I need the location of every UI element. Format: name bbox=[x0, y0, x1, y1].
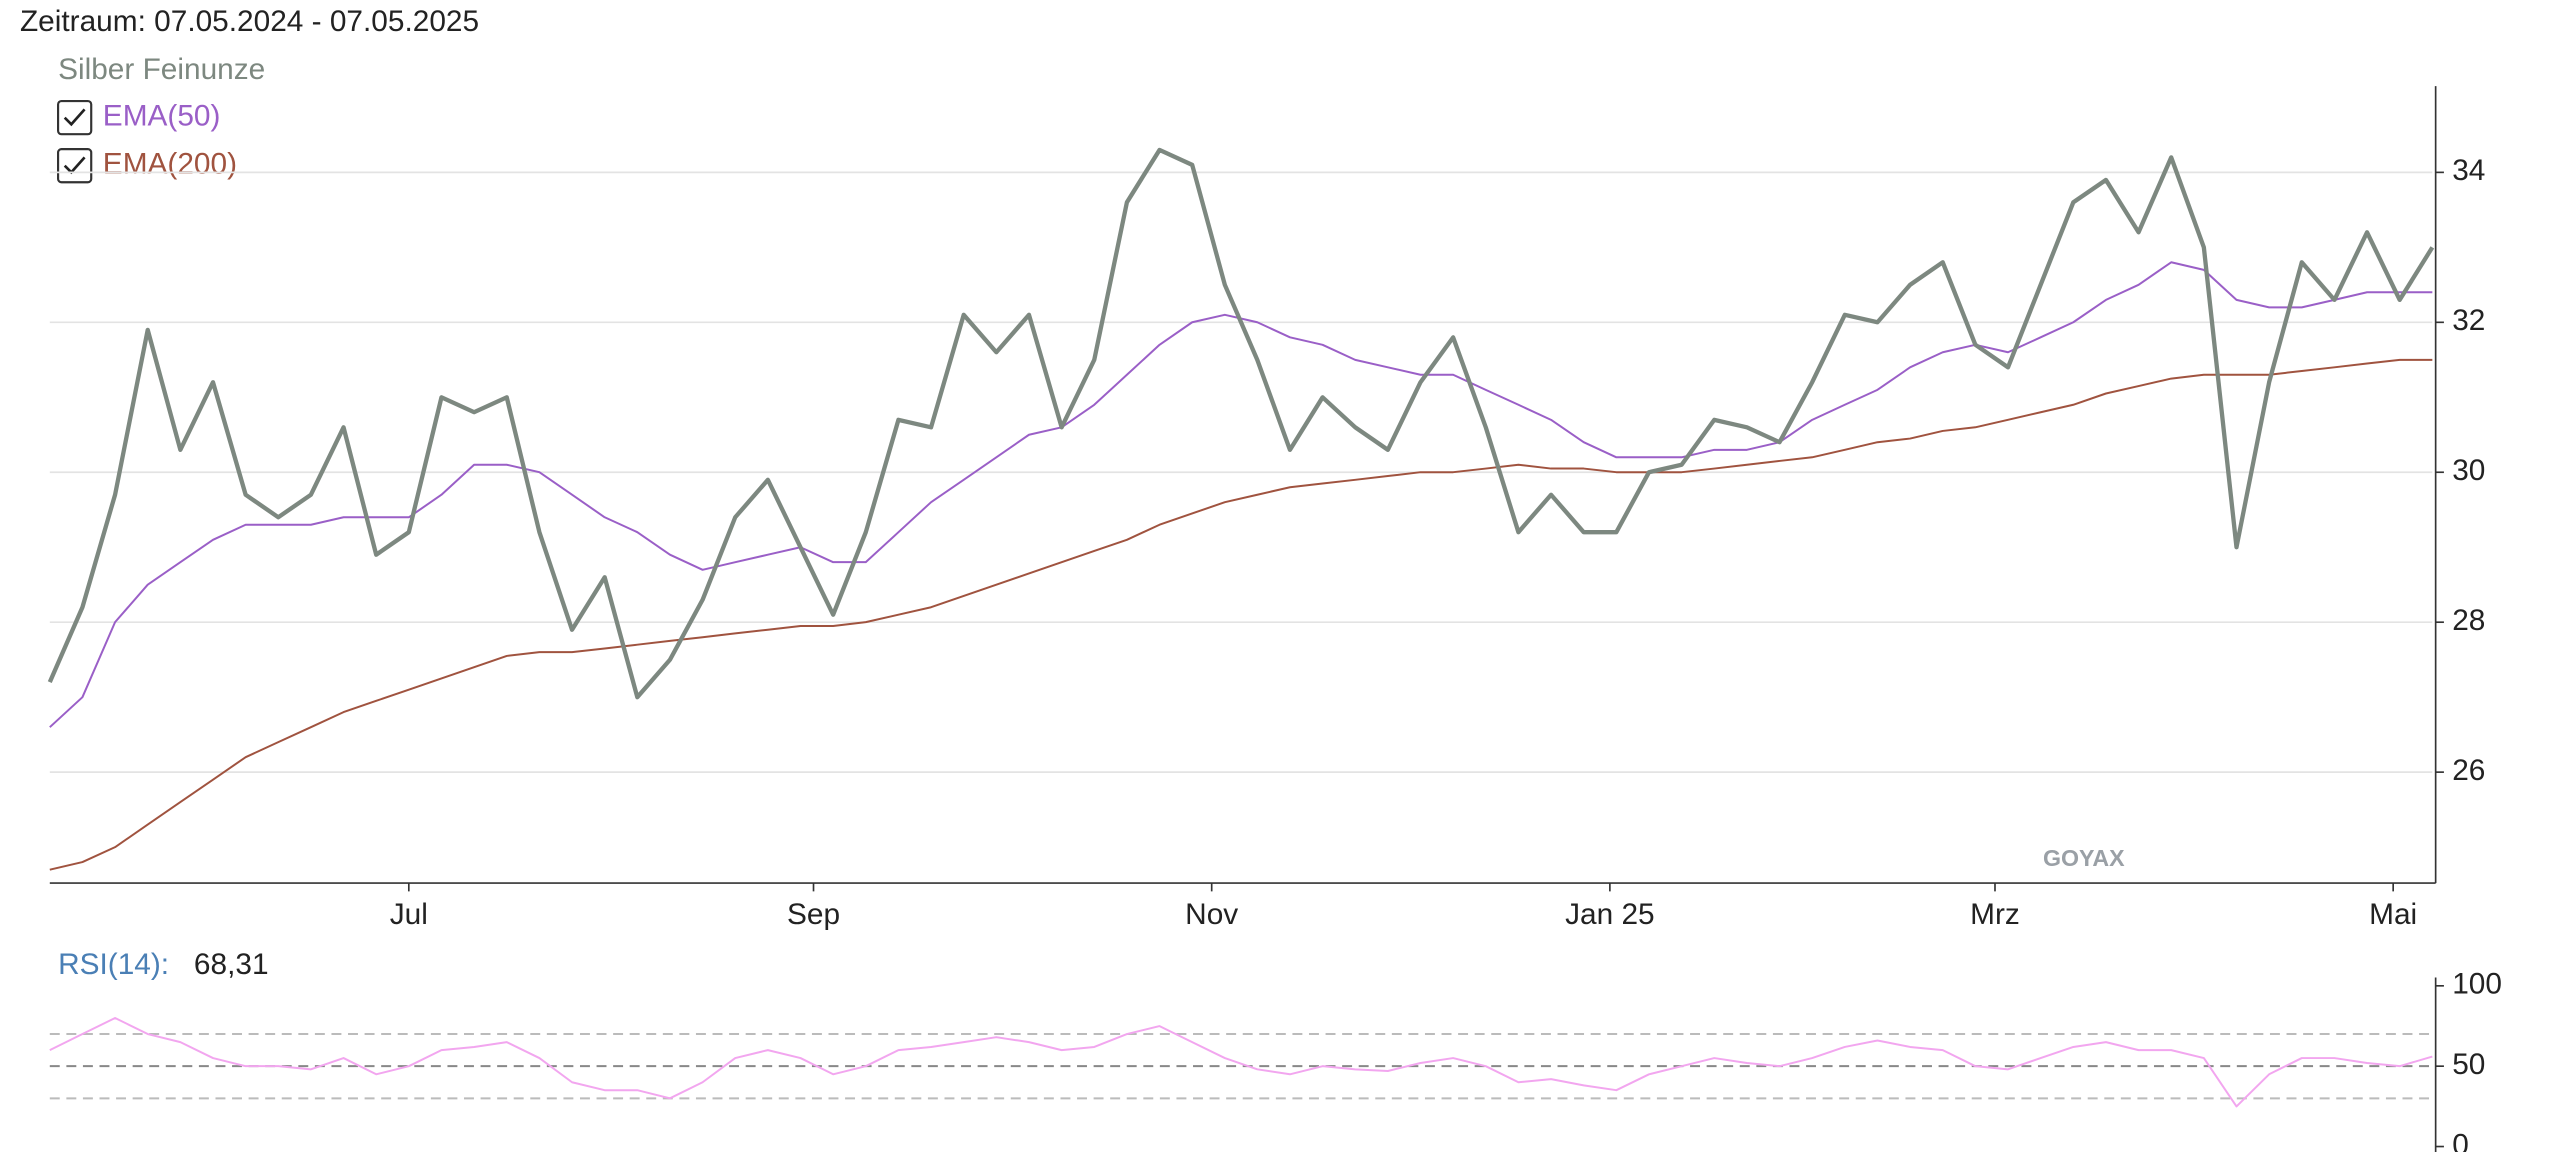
x-tick-label: Nov bbox=[1185, 898, 1238, 931]
legend-item[interactable]: EMA(200) bbox=[57, 148, 237, 184]
series-line bbox=[49, 358, 2433, 871]
x-tick-label: Jan 25 bbox=[1565, 898, 1655, 931]
y-tick-label: 26 bbox=[2452, 754, 2485, 787]
legend-label[interactable]: EMA(200) bbox=[103, 148, 237, 181]
y-tick-label: 0 bbox=[2452, 1128, 2469, 1152]
x-tick-label: Mrz bbox=[1970, 898, 2020, 931]
watermark: GOYAX bbox=[2043, 845, 2125, 871]
check-mark bbox=[63, 108, 86, 127]
x-tick-label: Jul bbox=[390, 898, 428, 931]
y-tick-label: 34 bbox=[2452, 154, 2485, 187]
y-tick-label: 32 bbox=[2452, 304, 2485, 337]
checkbox[interactable] bbox=[57, 99, 93, 136]
instrument-name: Silber Feinunze bbox=[58, 53, 265, 86]
y-tick-label: 100 bbox=[2452, 968, 2502, 1001]
rsi-value: 68,31 bbox=[194, 948, 269, 981]
rsi-title: RSI(14): bbox=[58, 948, 169, 981]
legend-label[interactable]: EMA(50) bbox=[103, 100, 221, 133]
x-tick-label: Mai bbox=[2369, 898, 2417, 931]
legend-item[interactable]: EMA(50) bbox=[57, 99, 221, 136]
checkbox[interactable] bbox=[57, 148, 93, 184]
y-tick-label: 50 bbox=[2452, 1048, 2485, 1081]
x-tick-label: Sep bbox=[787, 898, 840, 931]
y-tick-label: 30 bbox=[2452, 454, 2485, 487]
series-line bbox=[49, 261, 2433, 728]
y-tick-label: 28 bbox=[2452, 604, 2485, 637]
series-line bbox=[49, 1016, 2433, 1108]
chart-title: Zeitraum: 07.05.2024 - 07.05.2025 bbox=[20, 5, 479, 38]
series-line bbox=[47, 147, 2435, 700]
